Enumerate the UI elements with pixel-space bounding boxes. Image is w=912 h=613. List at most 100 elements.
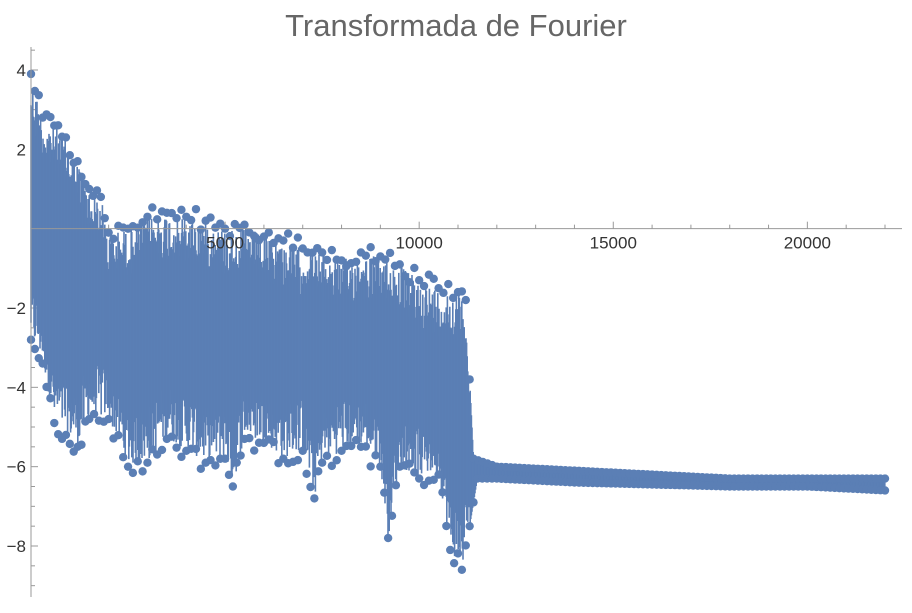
data-point bbox=[310, 494, 319, 503]
data-point bbox=[798, 474, 807, 483]
data-point bbox=[133, 223, 142, 232]
data-point bbox=[322, 451, 332, 461]
data-point bbox=[876, 486, 885, 495]
data-point bbox=[442, 521, 451, 531]
data-point bbox=[157, 445, 167, 455]
data-point bbox=[206, 455, 215, 465]
data-point bbox=[429, 274, 438, 284]
data-point bbox=[172, 443, 181, 452]
data-point bbox=[46, 394, 55, 403]
data-point bbox=[387, 511, 397, 521]
data-point bbox=[225, 231, 235, 241]
data-point bbox=[446, 545, 455, 555]
data-point bbox=[228, 482, 238, 491]
data-point bbox=[274, 234, 283, 243]
data-point bbox=[65, 439, 75, 449]
data-point bbox=[429, 475, 438, 485]
data-point bbox=[46, 112, 55, 122]
data-point bbox=[351, 435, 361, 445]
data-point bbox=[288, 243, 298, 252]
data-point bbox=[376, 462, 385, 471]
data-point bbox=[448, 293, 458, 303]
data-point bbox=[322, 255, 332, 265]
data-point bbox=[53, 121, 63, 130]
data-point bbox=[57, 132, 67, 141]
data-point bbox=[30, 344, 40, 354]
data-point bbox=[366, 243, 375, 252]
data-point bbox=[109, 234, 118, 244]
data-point bbox=[196, 225, 206, 234]
data-point bbox=[461, 541, 470, 550]
series-layer bbox=[26, 69, 890, 574]
data-point bbox=[565, 478, 575, 487]
data-point bbox=[643, 470, 652, 479]
data-point bbox=[453, 549, 463, 558]
data-point bbox=[390, 261, 400, 271]
data-point bbox=[177, 205, 186, 215]
data-point bbox=[34, 353, 43, 363]
data-point bbox=[77, 440, 86, 449]
x-tick-label: 15000 bbox=[590, 234, 637, 253]
x-tick-label: 10000 bbox=[396, 234, 443, 253]
y-tick-label: −2 bbox=[7, 299, 26, 318]
data-point bbox=[487, 460, 497, 470]
data-point bbox=[57, 434, 67, 444]
data-point bbox=[306, 482, 315, 492]
data-point bbox=[224, 470, 234, 480]
data-point bbox=[50, 418, 59, 428]
data-point bbox=[405, 459, 414, 468]
data-point bbox=[366, 462, 375, 471]
data-point bbox=[565, 466, 575, 475]
data-point bbox=[643, 480, 652, 489]
data-point bbox=[167, 432, 176, 441]
data-point bbox=[720, 482, 730, 491]
data-point bbox=[138, 467, 147, 476]
data-point bbox=[216, 454, 225, 463]
data-point bbox=[96, 192, 106, 202]
data-point bbox=[414, 474, 424, 483]
y-tick-label: −8 bbox=[7, 537, 26, 556]
chart-title: Transformada de Fourier bbox=[285, 8, 627, 43]
data-point bbox=[414, 276, 424, 285]
data-point bbox=[177, 452, 186, 462]
data-point bbox=[100, 213, 109, 223]
data-point bbox=[371, 257, 380, 266]
y-tick-label: 4 bbox=[17, 61, 26, 80]
data-point bbox=[118, 453, 128, 462]
data-point bbox=[69, 447, 78, 456]
data-point bbox=[419, 281, 429, 291]
data-point bbox=[461, 295, 470, 305]
data-point bbox=[487, 474, 497, 483]
data-point bbox=[99, 417, 108, 426]
data-point bbox=[302, 469, 311, 478]
data-point bbox=[391, 481, 401, 490]
data-point bbox=[92, 186, 102, 195]
data-point bbox=[469, 498, 478, 507]
data-point bbox=[254, 235, 264, 245]
data-point bbox=[293, 233, 303, 242]
y-tick-label: 2 bbox=[17, 140, 26, 159]
data-point bbox=[371, 451, 380, 460]
data-point bbox=[457, 287, 467, 296]
data-point bbox=[457, 565, 467, 574]
data-point bbox=[439, 288, 448, 298]
x-tick-label: 20000 bbox=[784, 234, 831, 253]
data-point bbox=[444, 279, 453, 289]
data-point bbox=[380, 488, 389, 497]
data-point bbox=[798, 482, 807, 491]
data-point bbox=[143, 212, 152, 221]
data-point bbox=[332, 255, 341, 264]
data-point bbox=[77, 172, 86, 182]
data-point bbox=[123, 462, 133, 471]
data-point bbox=[65, 151, 75, 160]
data-point bbox=[410, 468, 419, 477]
data-point bbox=[236, 451, 245, 460]
data-point bbox=[143, 458, 152, 467]
data-point bbox=[317, 458, 327, 467]
data-point bbox=[254, 438, 264, 447]
data-point bbox=[211, 461, 220, 470]
data-point bbox=[157, 207, 167, 216]
data-point bbox=[114, 431, 123, 440]
data-point bbox=[148, 203, 157, 212]
